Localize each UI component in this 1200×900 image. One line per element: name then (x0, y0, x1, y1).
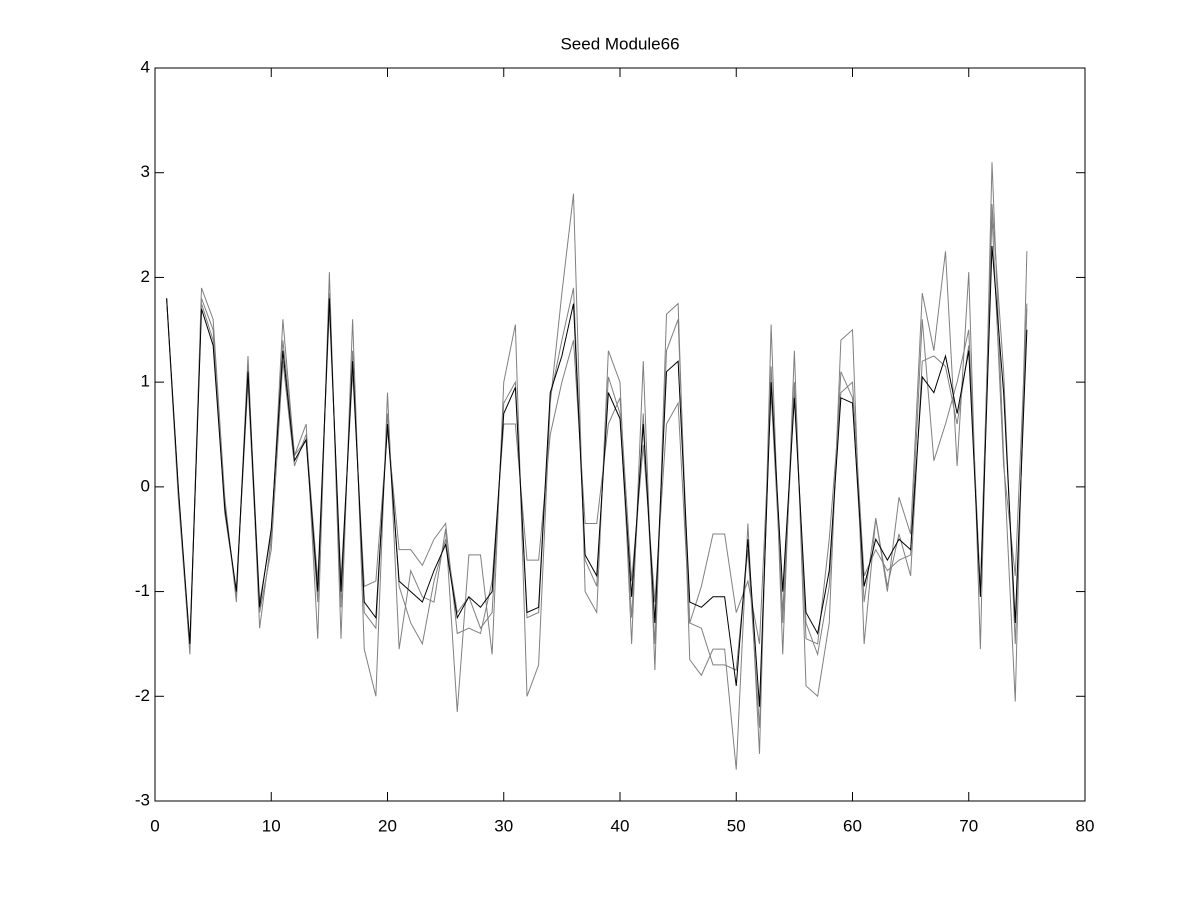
y-tick-label: 4 (141, 57, 150, 76)
x-tick-label: 60 (843, 816, 862, 835)
x-tick-label: 80 (1076, 816, 1095, 835)
plot-area (154, 67, 1086, 802)
chart-title: Seed Module66 (560, 34, 679, 53)
x-tick-label: 20 (378, 816, 397, 835)
y-tick-label: -2 (135, 686, 150, 705)
x-tick-label: 70 (959, 816, 978, 835)
y-tick-label: -1 (135, 581, 150, 600)
y-tick-label: 2 (141, 267, 150, 286)
x-tick-label: 40 (611, 816, 630, 835)
x-tick-label: 10 (262, 816, 281, 835)
x-tick-label: 30 (494, 816, 513, 835)
series-line (166, 245, 1028, 707)
y-tick-label: 0 (141, 476, 150, 495)
y-tick-label: -3 (135, 790, 150, 809)
x-tick-label: 50 (727, 816, 746, 835)
y-tick-label: 1 (141, 372, 150, 391)
x-tick-label: 0 (150, 816, 159, 835)
y-tick-label: 3 (141, 162, 150, 181)
